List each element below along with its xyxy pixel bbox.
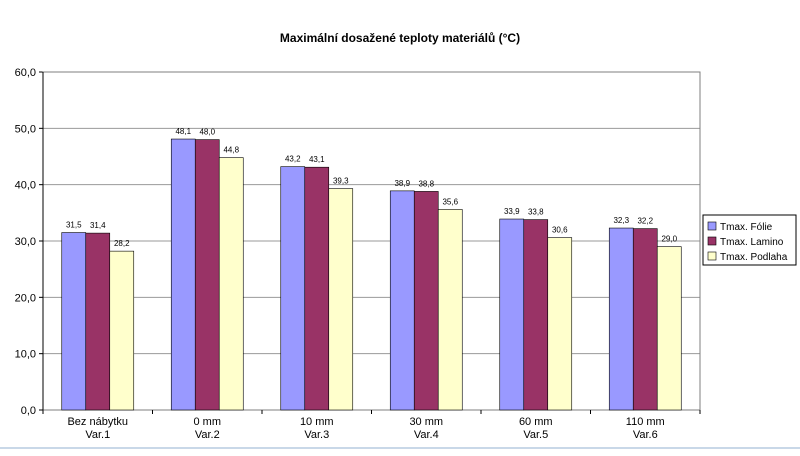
- bar: [499, 218, 525, 411]
- x-category-label: Var.1: [85, 429, 110, 441]
- bar: [632, 228, 658, 411]
- legend-swatch: [707, 221, 717, 231]
- data-labels: 31,5 31,4 28,2 48,1 48,0 44,8 43,2 43,1 39,3 38,9…: [66, 127, 678, 248]
- y-tick-label: 50,0: [15, 123, 36, 135]
- y-tick-label: 10,0: [15, 349, 36, 361]
- bar: [656, 246, 682, 411]
- data-label: 30,6: [552, 226, 568, 235]
- bars: [61, 138, 682, 411]
- data-label: 38,9: [394, 179, 410, 188]
- x-category-label: 0 mm: [194, 416, 222, 428]
- bar: [437, 209, 463, 411]
- legend-label: Tmax. Lamino: [720, 237, 784, 248]
- y-tick-label: 20,0: [15, 292, 36, 304]
- data-label: 33,8: [528, 208, 544, 217]
- data-label: 48,1: [175, 127, 191, 136]
- x-category-label: Var.2: [195, 429, 220, 441]
- data-label: 35,6: [442, 197, 458, 206]
- x-category-label: 30 mm: [409, 416, 443, 428]
- bar: [280, 166, 306, 411]
- y-tick-label: 0,0: [21, 405, 36, 417]
- data-label: 31,4: [90, 221, 106, 230]
- x-category-label: 60 mm: [519, 416, 553, 428]
- y-axis: 0,0 10,0 20,0 30,0 40,0 50,0 60,0: [15, 67, 701, 417]
- data-label: 48,0: [199, 128, 215, 137]
- bar: [608, 227, 634, 411]
- legend: Tmax. Fólie Tmax. Lamino Tmax. Podlaha: [702, 214, 797, 266]
- x-category-label: Var.3: [304, 429, 329, 441]
- legend-box: [702, 214, 797, 266]
- data-label: 43,1: [309, 155, 325, 164]
- bar: [413, 191, 439, 411]
- bar: [389, 190, 415, 411]
- data-label: 31,5: [66, 221, 82, 230]
- chart-title: Maximální dosažené teploty materiálů (°C…: [280, 31, 520, 45]
- y-tick-label: 40,0: [15, 180, 36, 192]
- x-category-label: 10 mm: [300, 416, 334, 428]
- x-category-label: Var.4: [414, 429, 439, 441]
- data-label: 43,2: [285, 155, 301, 164]
- bar: [61, 232, 87, 411]
- bar: [109, 250, 135, 411]
- data-label: 39,3: [333, 177, 349, 186]
- data-label: 38,8: [418, 179, 434, 188]
- x-category-label: 110 mm: [626, 416, 665, 428]
- x-category-label: Var.5: [523, 429, 548, 441]
- legend-label: Tmax. Podlaha: [720, 252, 788, 263]
- bar: [194, 139, 220, 411]
- bar: [523, 219, 549, 411]
- data-label: 32,2: [637, 217, 653, 226]
- legend-swatch: [707, 251, 717, 261]
- legend-label: Tmax. Fólie: [720, 222, 773, 233]
- bar: [170, 138, 196, 411]
- data-label: 32,3: [613, 216, 629, 225]
- data-label: 33,9: [504, 207, 520, 216]
- bar: [218, 157, 244, 411]
- bar: [85, 232, 111, 411]
- data-label: 29,0: [661, 235, 677, 244]
- legend-swatch: [707, 236, 717, 246]
- data-label: 44,8: [223, 146, 239, 155]
- bar: [304, 166, 330, 411]
- y-tick-label: 60,0: [15, 67, 36, 79]
- bar: [328, 188, 354, 411]
- y-tick-label: 30,0: [15, 236, 36, 248]
- x-category-label: Var.6: [633, 429, 658, 441]
- bar: [547, 237, 573, 411]
- data-label: 28,2: [114, 239, 130, 248]
- x-category-label: Bez nábytku: [67, 416, 128, 428]
